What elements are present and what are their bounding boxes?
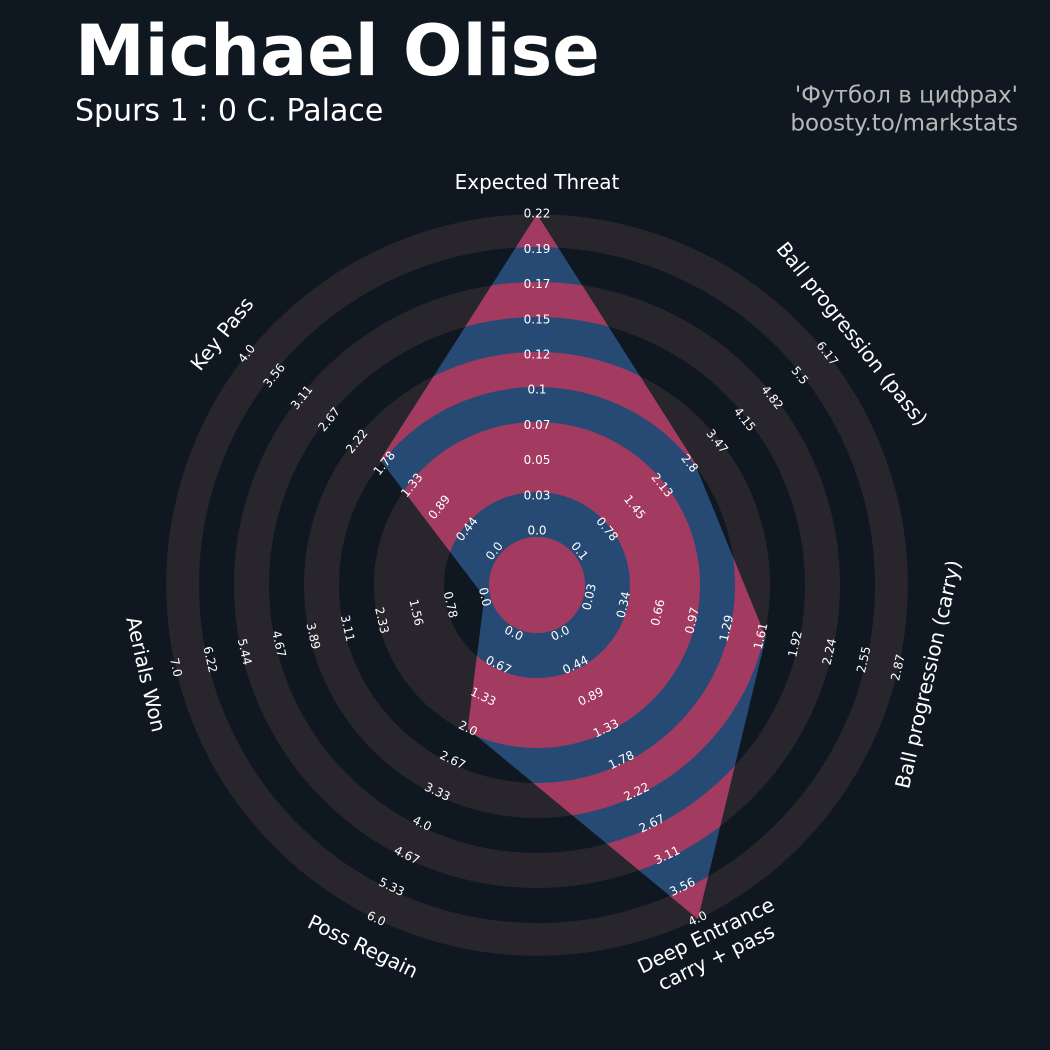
tick-label: 0.03 <box>579 582 599 611</box>
tick-label: 0.19 <box>524 242 551 256</box>
param-label-line: Expected Threat <box>455 170 620 194</box>
tick-label: 6.22 <box>201 645 221 674</box>
tick-label: 1.56 <box>406 598 426 627</box>
tick-label: 1.29 <box>717 614 737 643</box>
tick-label: 0.22 <box>524 207 551 221</box>
credit: 'Футбол в цифрах' <box>795 83 1018 109</box>
tick-label: 0.17 <box>524 277 551 291</box>
chart-subtitle: Spurs 1 : 0 C. Palace <box>75 94 383 129</box>
tick-label: 2.87 <box>888 653 908 682</box>
chart-title: Michael Olise <box>75 10 600 92</box>
tick-label: 0.0 <box>476 586 494 608</box>
tick-label: 0.0 <box>527 524 546 538</box>
tick-label: 1.61 <box>751 621 771 650</box>
tick-label: 0.07 <box>524 418 551 432</box>
param-label: Expected Threat <box>455 170 620 194</box>
tick-label: 3.11 <box>338 614 358 643</box>
tick-label: 5.44 <box>235 637 255 666</box>
credit: boosty.to/markstats <box>790 111 1018 137</box>
tick-label: 0.12 <box>524 348 551 362</box>
polygon-ring <box>380 214 766 920</box>
tick-label: 0.66 <box>648 598 668 627</box>
tick-label: 2.24 <box>820 637 840 666</box>
tick-label: 0.34 <box>614 590 634 619</box>
tick-label: 7.0 <box>167 657 185 679</box>
param-label-line: Aerials Won <box>122 614 172 734</box>
tick-label: 0.05 <box>524 453 551 467</box>
tick-label: 0.78 <box>441 590 461 619</box>
tick-label: 1.92 <box>785 629 805 658</box>
tick-label: 2.55 <box>854 645 874 674</box>
param-label: Aerials Won <box>122 614 172 734</box>
tick-label: 4.67 <box>269 629 289 658</box>
tick-label: 2.33 <box>372 606 392 635</box>
tick-label: 0.15 <box>524 312 551 326</box>
tick-label: 0.97 <box>682 606 702 635</box>
tick-label: 0.1 <box>527 383 546 397</box>
tick-label: 0.03 <box>524 488 551 502</box>
center-disc <box>489 537 585 633</box>
tick-label: 3.89 <box>303 621 323 650</box>
